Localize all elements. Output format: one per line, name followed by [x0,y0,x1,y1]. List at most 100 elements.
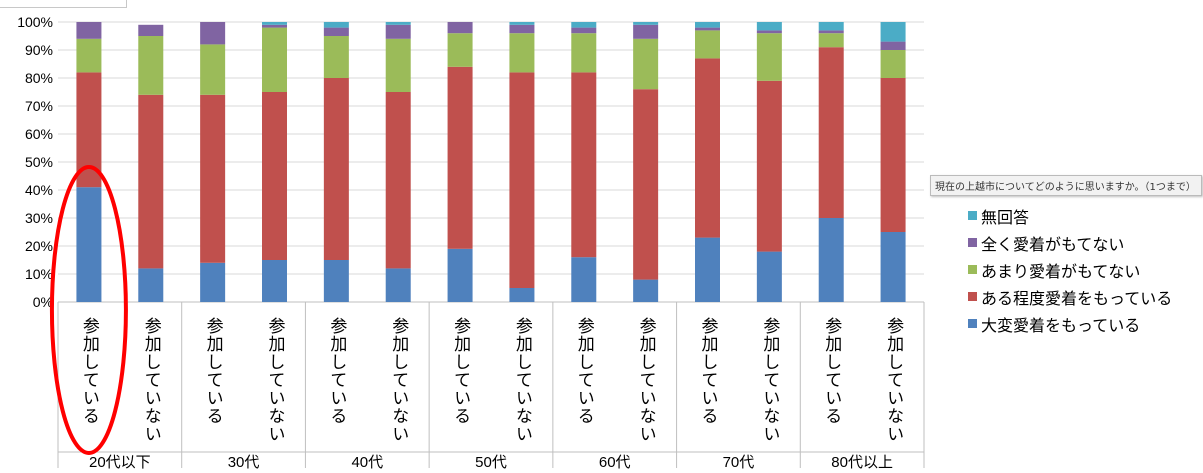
bar-segment [262,260,287,302]
bar-segment [695,22,720,28]
bar-segment [200,44,226,95]
x-category-label: 参加していない [883,317,904,443]
x-category-label: 参加している [698,317,719,425]
bar-segment [385,268,411,302]
bar-segment [262,92,287,260]
x-axis-group-labels: 20代以下 30代 40代 50代 60代 70代 80代以上 [57,302,925,471]
bar-segment [756,33,782,81]
highlight-overlay [49,165,128,455]
x-category-label: 参加していない [512,317,533,443]
y-tick-label: 0% [33,294,53,310]
bar-segment [818,47,844,219]
bar-segment [138,94,164,269]
bar-segment [323,260,349,302]
x-category-label: 参加している [203,317,224,425]
bar-segment [323,22,349,28]
bar-segment [200,262,226,302]
y-tick-label: 80% [25,70,53,86]
y-tick-label: 30% [25,210,53,226]
legend-swatch [968,319,977,328]
bar-segment [756,80,782,252]
x-group-label: 40代 [351,454,383,471]
y-tick-label: 100% [17,14,53,30]
bar-segment [447,66,473,249]
bar-segment [385,38,411,92]
legend-swatch [968,211,977,220]
x-category-label: 参加している [79,317,100,425]
bar-segment [509,288,535,302]
bar-segment [571,72,597,258]
legend-item: 無回答 [968,202,1203,229]
y-tick-label: 90% [25,42,53,58]
x-group-label: 50代 [475,454,507,471]
bar-segment [509,22,535,25]
bar-segment [695,27,720,31]
x-axis-category-labels: 参加している 参加していない 参加している 参加していない 参加している 参加していない 参… [79,317,904,443]
legend-label: ある程度愛着をもっている [981,288,1173,308]
bar-segment [509,33,535,73]
x-category-label: 参加していない [759,317,780,443]
legend-item: 全く愛着がもてない [968,229,1203,256]
bar-segment [756,251,782,302]
legend-items: 無回答 全く愛着がもてないあまり愛着がもてないある程度愛着をもっている 大変愛着をも… [968,202,1203,337]
bar-segment [695,58,720,238]
x-category-label: 参加していない [141,317,162,443]
x-category-label: 参加している [574,317,595,425]
legend-item: 大変愛着をもっている [968,310,1203,337]
bar-segment [138,36,164,95]
bar-segment [818,22,844,31]
bar-segment [880,50,906,78]
y-tick-label: 20% [25,238,53,254]
legend-title: 現在の上越市についてどのように思いますか。（1つまで） [930,175,1202,196]
bar-segment [880,41,906,50]
highlight-ellipse [49,165,128,455]
x-group-label: 80代以上 [831,454,893,471]
bar-segment [262,24,287,28]
bar-segment [385,22,411,25]
bar-segment [138,24,164,36]
bar-segment [447,33,473,67]
bar-segment [880,232,906,302]
x-category-label: 参加していない [388,317,409,443]
legend-swatch [968,292,977,301]
bar-segment [818,218,844,302]
bar-segment [447,22,473,34]
y-tick-label: 60% [25,126,53,142]
bar-segment [262,22,287,25]
bar-segment [880,22,906,42]
legend-label: あまり愛着がもてない [981,261,1141,281]
legend-label: 大変愛着をもっている [981,315,1141,335]
bar-segment [756,30,782,34]
bar-segment [509,72,535,289]
bar-segment [633,38,659,90]
y-tick-label: 50% [25,154,53,170]
bar-segment [385,24,411,39]
bar-segment [818,30,844,34]
x-category-label: 参加していない [636,317,657,443]
bar-segment [880,78,906,232]
bar-segment [76,38,102,73]
legend-swatch [968,238,977,247]
bar-segment [633,89,659,280]
x-category-label: 参加している [821,317,842,425]
y-tick-label: 70% [25,98,53,114]
bar-segment [633,279,659,302]
bar-segment [262,27,287,93]
y-tick-label: 40% [25,182,53,198]
bar-segment [323,27,349,36]
bar-segment [633,24,659,39]
bar-segment [756,22,782,31]
gridlines [58,21,924,303]
legend-item: あまり愛着がもてない [968,256,1203,283]
bar-segment [509,24,535,34]
x-category-label: 参加している [450,317,471,425]
bar-segment [447,248,473,302]
worksheet-tab-edge [0,0,127,8]
y-axis-ticks: 0% 10% 20% 30% 40% 50% 60% 70% 80% 90% 100% [17,14,53,310]
bar-segment [138,268,164,302]
x-category-label: 参加している [326,317,347,425]
bar-segment [571,33,597,73]
legend: 現在の上越市についてどのように思いますか。（1つまで） 無回答 全く愛着がもてない… [930,175,1203,337]
x-group-label: 60代 [599,454,631,471]
